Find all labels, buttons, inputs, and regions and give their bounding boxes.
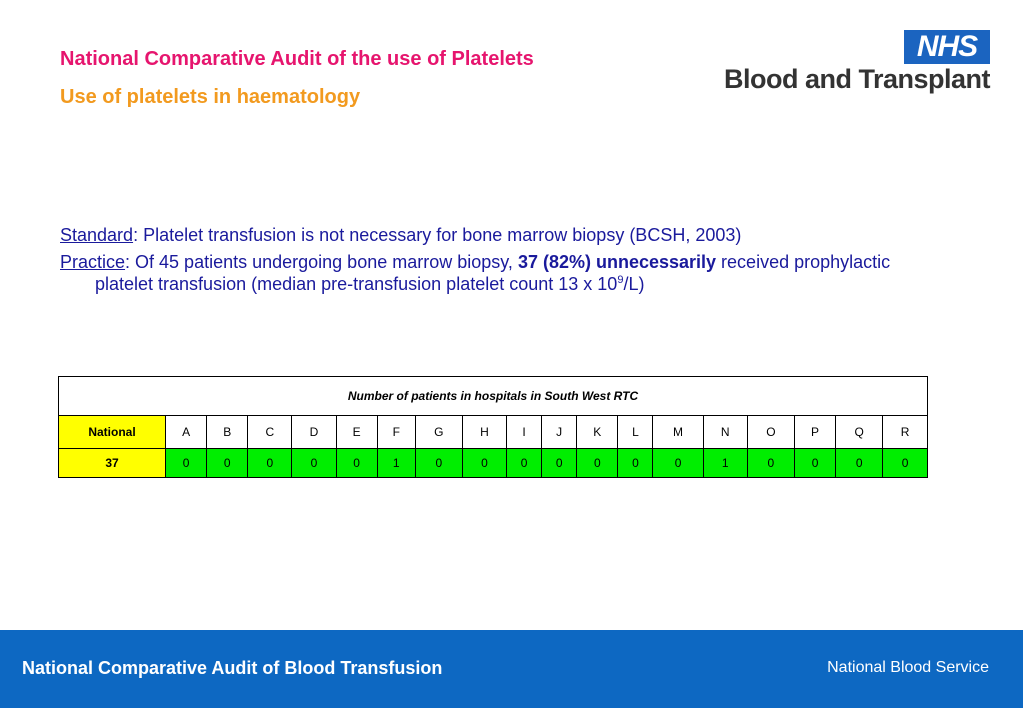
hospital-header-cell: B [206, 415, 249, 449]
hospital-value-cell: 0 [793, 448, 837, 478]
hospital-value-cell: 0 [576, 448, 619, 478]
footer-left-text: National Comparative Audit of Blood Tran… [22, 658, 443, 678]
hospital-header-cell: L [617, 415, 654, 449]
hospital-header-cell: D [291, 415, 337, 449]
logo-name: Blood and Transplant [723, 64, 991, 94]
hospital-value-cell: 0 [461, 448, 508, 478]
hospital-header-cell: N [702, 415, 748, 449]
hospital-value-cell: 0 [541, 448, 578, 478]
footer-bar: National Comparative Audit of Blood Tran… [0, 630, 1023, 708]
table-caption: Number of patients in hospitals in South… [58, 376, 928, 416]
hospital-header-cell: J [541, 415, 578, 449]
hospital-value-cell: 0 [746, 448, 795, 478]
practice-paragraph: Practice: Of 45 patients undergoing bone… [60, 251, 940, 295]
national-value-cell: 37 [58, 448, 166, 478]
hospital-header-cell: M [652, 415, 704, 449]
standard-label: Standard [60, 225, 134, 245]
hospital-header-cell: R [882, 415, 928, 449]
hospital-header-cell: F [376, 415, 416, 449]
practice-text-before: : Of 45 patients undergoing bone marrow … [125, 252, 518, 272]
hospital-value-cell: 0 [164, 448, 208, 478]
nhs-blood-transplant-logo: NHS Blood and Transplant [700, 30, 992, 94]
hospital-value-cell: 0 [835, 448, 884, 478]
standard-paragraph: Standard: Platelet transfusion is not ne… [60, 224, 940, 246]
practice-text-after: received prophylactic platelet transfusi… [95, 252, 891, 294]
page-title: National Comparative Audit of the use of… [60, 48, 534, 70]
standard-sep: : [133, 225, 139, 245]
hospital-header-cell: O [746, 415, 795, 449]
hospital-header-cell: H [461, 415, 508, 449]
hospital-header-cell: A [164, 415, 208, 449]
hospital-value-cell: 0 [882, 448, 928, 478]
national-header-cell: National [58, 415, 166, 449]
nhs-badge: NHS [904, 30, 990, 64]
hospital-value-cell: 0 [617, 448, 654, 478]
hospital-header-cell: I [506, 415, 543, 449]
practice-text-end: /L) [623, 274, 645, 294]
hospital-header-cell: K [576, 415, 619, 449]
standard-text: Platelet transfusion is not necessary fo… [138, 225, 742, 245]
hospital-value-cell: 1 [376, 448, 416, 478]
hospital-value-cell: 0 [414, 448, 463, 478]
hospital-header-cell: C [247, 415, 293, 449]
hospital-value-cell: 0 [291, 448, 337, 478]
practice-highlight: 37 (82%) unnecessarily [517, 252, 717, 272]
hospital-header-cell: E [335, 415, 378, 449]
hospital-value-cell: 1 [702, 448, 748, 478]
hospital-header-cell: P [793, 415, 837, 449]
hospital-header-cell: G [414, 415, 463, 449]
hospital-value-cell: 0 [506, 448, 543, 478]
hospital-value-cell: 0 [247, 448, 293, 478]
practice-label: Practice [60, 252, 126, 272]
hospital-value-cell: 0 [206, 448, 249, 478]
hospital-header-cell: Q [835, 415, 884, 449]
audit-text: Standard: Platelet transfusion is not ne… [60, 224, 940, 300]
hospital-value-cell: 0 [652, 448, 704, 478]
page-subtitle: Use of platelets in haematology [60, 86, 361, 108]
hospital-value-cell: 0 [335, 448, 378, 478]
footer-right-text: National Blood Service [827, 659, 989, 676]
hospital-table: Number of patients in hospitals in South… [58, 376, 928, 478]
practice-superscript: 9 [617, 274, 624, 286]
